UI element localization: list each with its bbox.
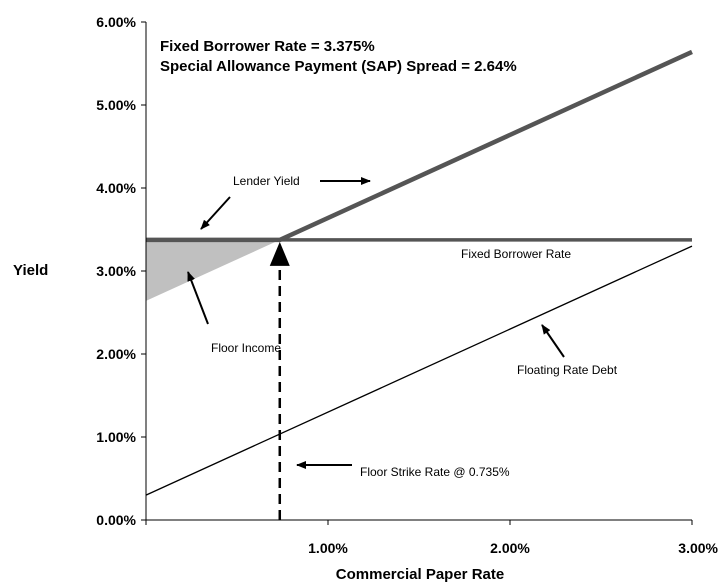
y-tick-label: 0.00%: [96, 512, 136, 528]
annotation-floor-strike-rate: Floor Strike Rate @ 0.735%: [360, 465, 510, 479]
annotation-floating-rate-debt: Floating Rate Debt: [517, 363, 618, 377]
tick-labels: 0.00% 1.00% 2.00% 3.00% 4.00% 5.00% 6.00% 1.00%…: [96, 14, 718, 556]
x-tick-label: 3.00%: [678, 540, 718, 556]
arrow-floating-rate-debt: [541, 324, 565, 358]
note-fixed-borrower-rate: Fixed Borrower Rate = 3.375%: [160, 38, 375, 55]
y-tick-label: 3.00%: [96, 263, 136, 279]
y-axis-title: Yield: [13, 262, 48, 279]
arrow-floor-income: [187, 271, 209, 325]
series-floating-rate-debt: [145, 245, 693, 496]
annotation-floor-income: Floor Income: [211, 341, 281, 355]
x-tick-label: 2.00%: [490, 540, 530, 556]
plot-area: [145, 49, 693, 520]
x-axis-title: Commercial Paper Rate: [336, 566, 504, 583]
floor-income-region: [146, 239, 280, 301]
series-lender-yield: [146, 49, 693, 243]
arrow-lender-yield-flat: [200, 196, 231, 230]
floor-strike-arrowhead: [269, 241, 290, 266]
annotation-fixed-borrower-rate: Fixed Borrower Rate: [461, 247, 571, 261]
y-tick-label: 6.00%: [96, 14, 136, 30]
y-tick-label: 5.00%: [96, 97, 136, 113]
note-sap-spread: Special Allowance Payment (SAP) Spread =…: [160, 58, 517, 75]
axes: [141, 21, 693, 525]
y-tick-label: 4.00%: [96, 180, 136, 196]
y-tick-label: 2.00%: [96, 346, 136, 362]
annotation-lender-yield: Lender Yield: [233, 174, 300, 188]
y-tick-label: 1.00%: [96, 429, 136, 445]
x-tick-label: 1.00%: [308, 540, 348, 556]
